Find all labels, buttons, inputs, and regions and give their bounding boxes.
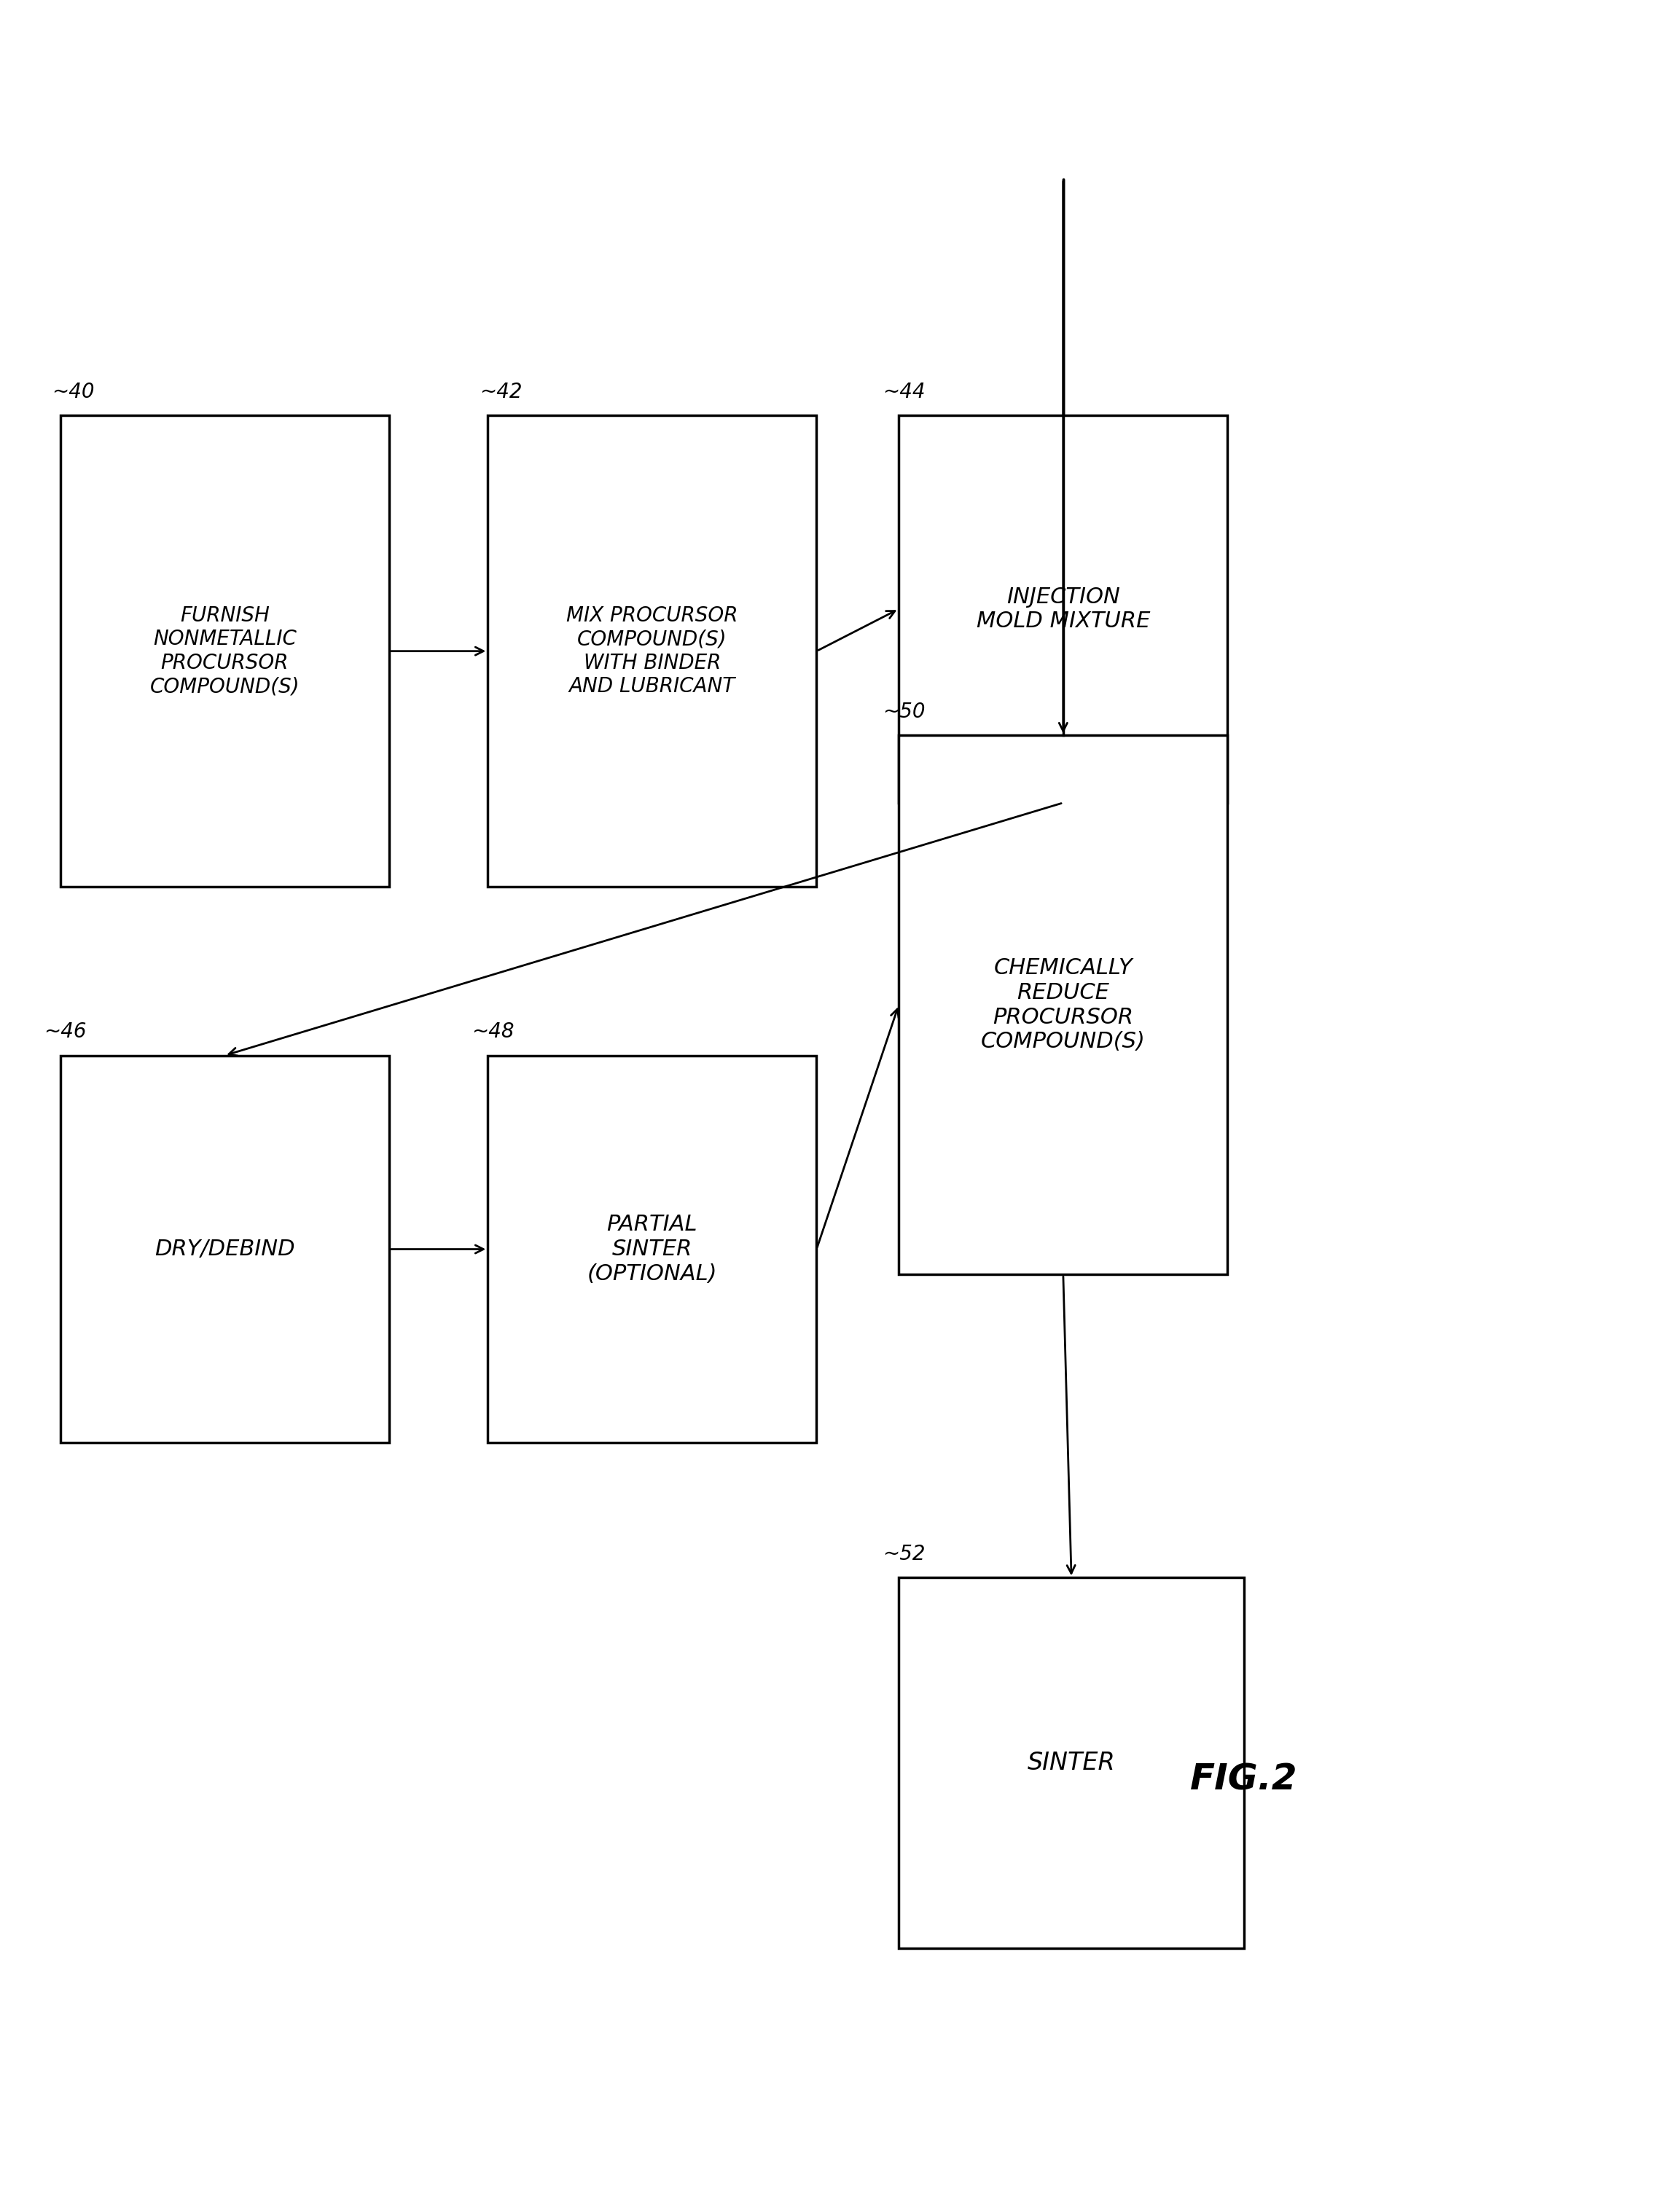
Text: ~40: ~40 (52, 380, 95, 403)
Text: FURNISH
NONMETALLIC
PROCURSOR
COMPOUND(S): FURNISH NONMETALLIC PROCURSOR COMPOUND(S… (150, 606, 300, 697)
FancyBboxPatch shape (898, 734, 1228, 1274)
FancyBboxPatch shape (898, 1577, 1245, 1949)
FancyBboxPatch shape (60, 416, 390, 887)
Text: DRY/DEBIND: DRY/DEBIND (155, 1239, 295, 1261)
Text: ~42: ~42 (480, 380, 521, 403)
Text: ~44: ~44 (883, 380, 925, 403)
Text: CHEMICALLY
REDUCE
PROCURSOR
COMPOUND(S): CHEMICALLY REDUCE PROCURSOR COMPOUND(S) (981, 958, 1146, 1053)
Text: PARTIAL
SINTER
(OPTIONAL): PARTIAL SINTER (OPTIONAL) (586, 1214, 716, 1285)
FancyBboxPatch shape (488, 416, 816, 887)
Text: SINTER: SINTER (1028, 1752, 1116, 1774)
Text: ~50: ~50 (883, 701, 925, 721)
Text: ~46: ~46 (43, 1022, 87, 1042)
Text: MIX PROCURSOR
COMPOUND(S)
WITH BINDER
AND LUBRICANT: MIX PROCURSOR COMPOUND(S) WITH BINDER AN… (566, 606, 738, 697)
Text: ~48: ~48 (471, 1022, 513, 1042)
Text: INJECTION
MOLD MIXTURE: INJECTION MOLD MIXTURE (976, 586, 1150, 633)
Text: FIG.2: FIG.2 (1190, 1763, 1298, 1798)
FancyBboxPatch shape (60, 1055, 390, 1442)
FancyBboxPatch shape (488, 1055, 816, 1442)
FancyBboxPatch shape (898, 416, 1228, 803)
Text: ~52: ~52 (883, 1544, 925, 1564)
